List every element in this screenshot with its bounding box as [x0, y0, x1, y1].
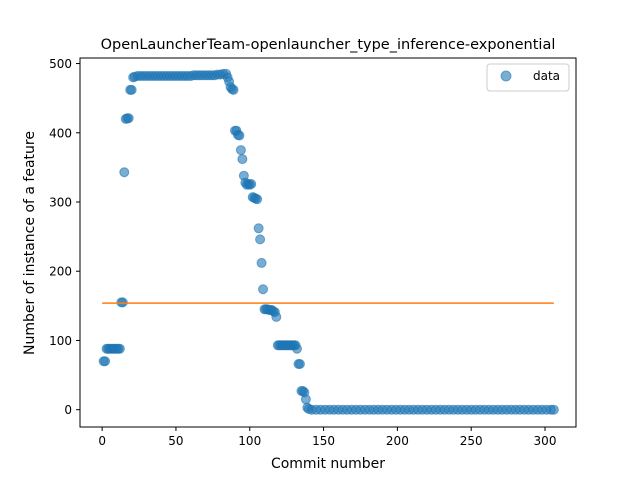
x-tick-label: 100 — [238, 434, 261, 448]
y-tick-label: 200 — [49, 265, 72, 279]
x-tick-label: 50 — [168, 434, 183, 448]
x-tick-label: 0 — [98, 434, 106, 448]
data-point — [234, 130, 245, 141]
data-point — [126, 84, 137, 95]
chart-title: OpenLauncherTeam-openlauncher_type_infer… — [101, 37, 556, 53]
x-tick-label: 250 — [460, 434, 483, 448]
y-tick-label: 100 — [49, 334, 72, 348]
data-point — [114, 343, 125, 354]
data-point — [292, 343, 302, 354]
y-tick-label: 300 — [49, 196, 72, 210]
x-axis-label: Commit number — [271, 456, 385, 472]
data-point — [235, 145, 246, 156]
x-tick-label: 300 — [534, 434, 557, 448]
y-tick-label: 500 — [49, 57, 72, 71]
plot-area — [98, 68, 559, 415]
axes: 0 50 100 150 200 250 300 0 100 200 300 400 500 — [49, 57, 577, 448]
data-point — [252, 194, 263, 205]
plot-frame — [79, 57, 577, 428]
data-point — [246, 179, 257, 189]
data-point — [258, 284, 269, 295]
legend: data — [486, 63, 570, 92]
y-tick-label: 400 — [49, 126, 72, 140]
legend-label-data: data — [533, 69, 560, 83]
data-point — [123, 113, 134, 124]
y-tick-label: 0 — [64, 403, 72, 417]
x-tick-label: 150 — [312, 434, 335, 448]
y-axis-label: Number of instance of a feature — [22, 131, 38, 355]
data-point — [548, 404, 559, 415]
data-point — [100, 356, 111, 367]
data-point — [228, 84, 239, 95]
data-point — [237, 154, 248, 165]
data-point — [255, 234, 266, 245]
x-tick-label: 200 — [386, 434, 409, 448]
data-point — [256, 257, 267, 268]
data-point — [271, 311, 282, 322]
data-point — [294, 359, 305, 369]
data-point — [253, 223, 264, 234]
legend-marker-data — [500, 70, 512, 82]
data-point — [119, 167, 130, 178]
data-point — [300, 394, 311, 405]
